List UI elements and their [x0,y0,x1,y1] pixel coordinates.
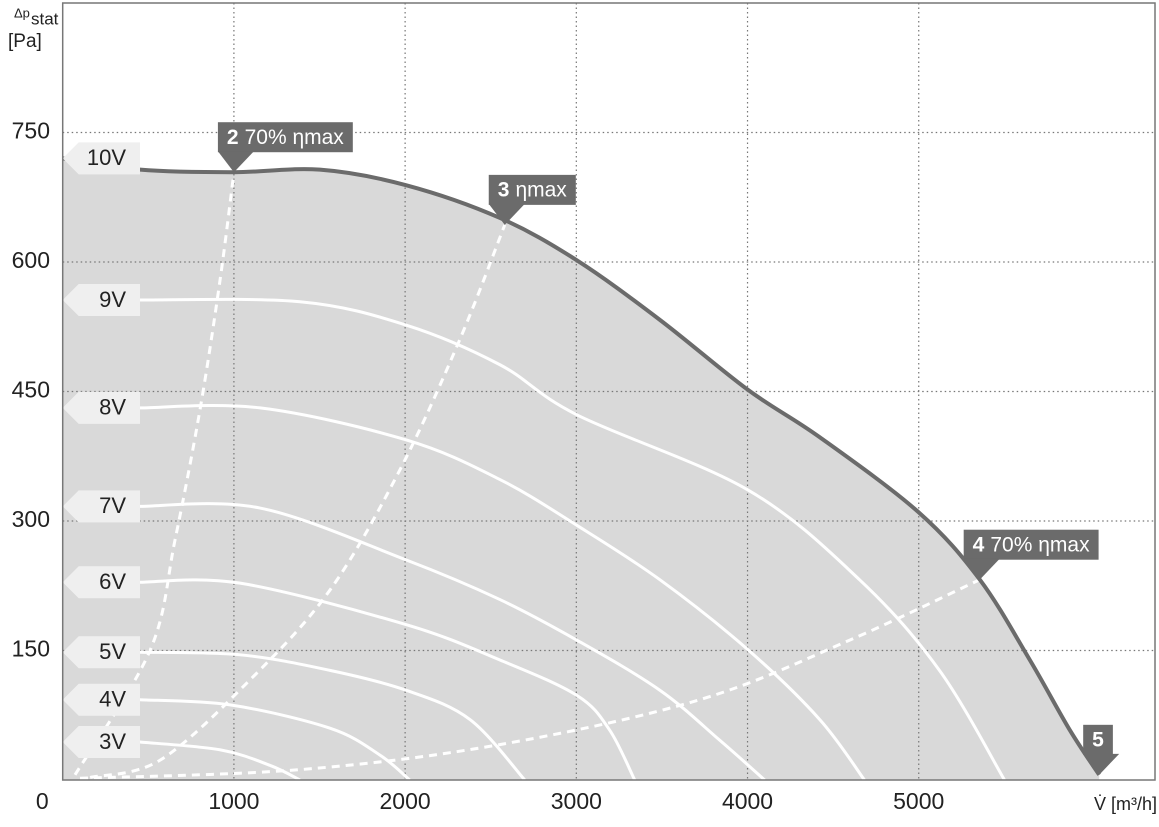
curve-label: 7V [99,493,126,518]
curve [139,740,301,782]
x-tick-label: 4000 [722,788,773,814]
callout-text: 70% ηmax [990,533,1090,556]
y-tick-label: 300 [12,506,50,532]
y-tick-label: 450 [12,377,50,403]
callout: 4 70% ηmax [963,529,1099,580]
callout-box [488,174,576,205]
x-axis-label: V̇ [m³/h] [1094,794,1157,814]
plot-area [62,3,1155,782]
curve-label: 8V [99,395,126,420]
callout-number: 5 [1092,728,1104,751]
curve-tag [62,636,141,669]
curve [139,650,526,782]
curve [139,297,1006,781]
callout-pointer [488,203,525,225]
system-line [73,172,236,776]
curve-tag [62,566,141,599]
x-tick-label: 5000 [893,788,944,814]
curve [139,698,411,782]
y-tick-label: 600 [12,247,50,273]
y-axis-symbol: Δp [14,5,30,20]
callout-text: ηmax [515,178,567,201]
curve-tag [62,283,141,316]
plot-frame [61,2,1156,781]
area [62,158,1100,780]
callout-number: 2 [227,126,239,149]
callout-text: 70% ηmax [245,126,345,149]
curve [139,404,866,781]
x-tick-label: 1000 [208,788,259,814]
curve-label: 4V [99,687,126,712]
callout-number: 3 [498,178,510,201]
system-line [89,224,507,779]
x-tick-label: 0 [36,788,49,814]
callout-box [217,122,353,153]
x-tick-label: 2000 [380,788,431,814]
y-axis-subscript: stat [31,9,59,28]
curve [62,156,1101,776]
callout-box [963,529,1099,560]
system-line [79,578,981,780]
callout: 3 ηmax [488,174,576,225]
curve-label: 5V [99,639,126,664]
curve-label: 3V [99,729,126,754]
callout-pointer [1083,753,1120,775]
curve-label: 10V [87,145,126,170]
curve-label: 9V [99,287,126,312]
curve-label: 6V [99,569,126,594]
callout: 2 70% ηmax [217,122,353,173]
callout: 5 [1083,724,1120,775]
callout-pointer [963,558,1000,580]
y-tick-label: 150 [12,636,50,662]
curve [139,578,637,781]
callout-box [1083,724,1113,755]
callout-pointer [217,151,254,173]
curve-tag [62,490,141,523]
curve-tag [62,142,141,175]
y-axis-unit: [Pa] [8,31,42,52]
curve [139,502,766,782]
curve-tag [62,683,141,716]
curve-tag [62,726,141,759]
curve-tag [62,391,141,424]
callout-number: 4 [973,533,985,556]
y-tick-label: 750 [12,118,50,144]
x-tick-label: 3000 [551,788,602,814]
